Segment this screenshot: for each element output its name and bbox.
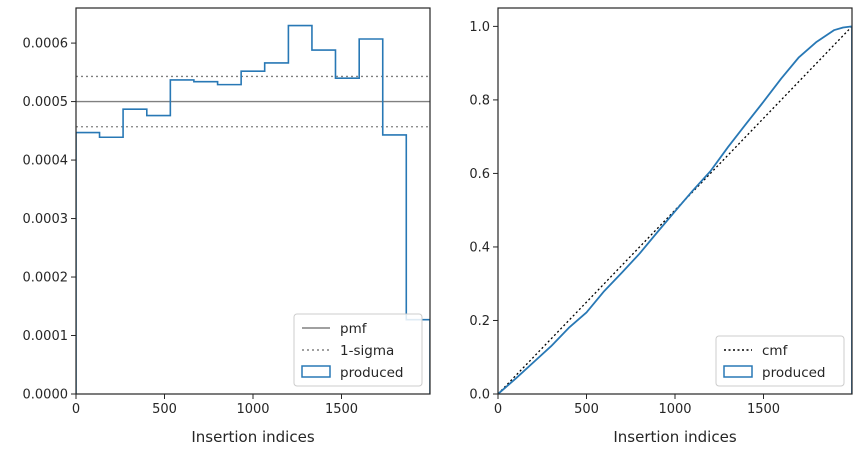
y-tick-label: 0.0 (469, 388, 490, 403)
plot-area (498, 25, 852, 394)
y-tick-label: 0.0002 (23, 271, 69, 286)
y-tick-label: 0.2 (469, 314, 490, 329)
y-tick-label: 1.0 (469, 20, 490, 35)
legend-label: 1-sigma (340, 343, 394, 359)
legend: pmf 1-sigma produced (293, 313, 423, 387)
legend-swatch (723, 365, 753, 378)
legend-label: produced (762, 365, 826, 381)
y-tick-label: 0.0001 (23, 329, 69, 344)
x-tick-label: 1000 (658, 402, 691, 417)
x-tick-label: 1500 (325, 402, 358, 417)
chart-right: 0 500 1000 1500 0.0 0.2 0.4 0.6 0.8 1.0 Insertion … (469, 7, 853, 446)
y-tick-label: 0.0005 (23, 95, 69, 110)
legend-box (715, 335, 845, 387)
y-tick-label: 0.0004 (23, 154, 69, 169)
produced-histogram (76, 24, 430, 394)
x-axis-label: Insertion indices (191, 428, 314, 446)
legend-label: produced (340, 365, 404, 381)
x-tick-label: 1000 (236, 402, 269, 417)
chart-left: 0 500 1000 1500 0.0000 0.0001 0.0002 0.0003 0.00… (23, 7, 431, 446)
plot-area (76, 24, 430, 394)
y-tick-label: 0.0003 (23, 212, 69, 227)
y-tick-label: 0.4 (469, 240, 490, 255)
y-tick-label: 0.8 (469, 93, 490, 108)
x-tick-label: 500 (152, 402, 177, 417)
y-tick-label: 0.0006 (23, 37, 69, 52)
x-tick-label: 0 (494, 402, 502, 417)
x-tick-label: 0 (72, 402, 80, 417)
x-axis-label: Insertion indices (613, 428, 736, 446)
y-tick-label: 0.6 (469, 167, 490, 182)
legend-label: pmf (340, 321, 368, 337)
legend: cmf produced (715, 335, 845, 387)
y-tick-label: 0.0000 (23, 388, 69, 403)
legend-swatch (301, 365, 331, 378)
x-tick-label: 500 (574, 402, 599, 417)
x-tick-label: 1500 (747, 402, 780, 417)
legend-label: cmf (762, 343, 789, 359)
legend-box (293, 313, 423, 387)
produced-cdf (498, 25, 852, 394)
